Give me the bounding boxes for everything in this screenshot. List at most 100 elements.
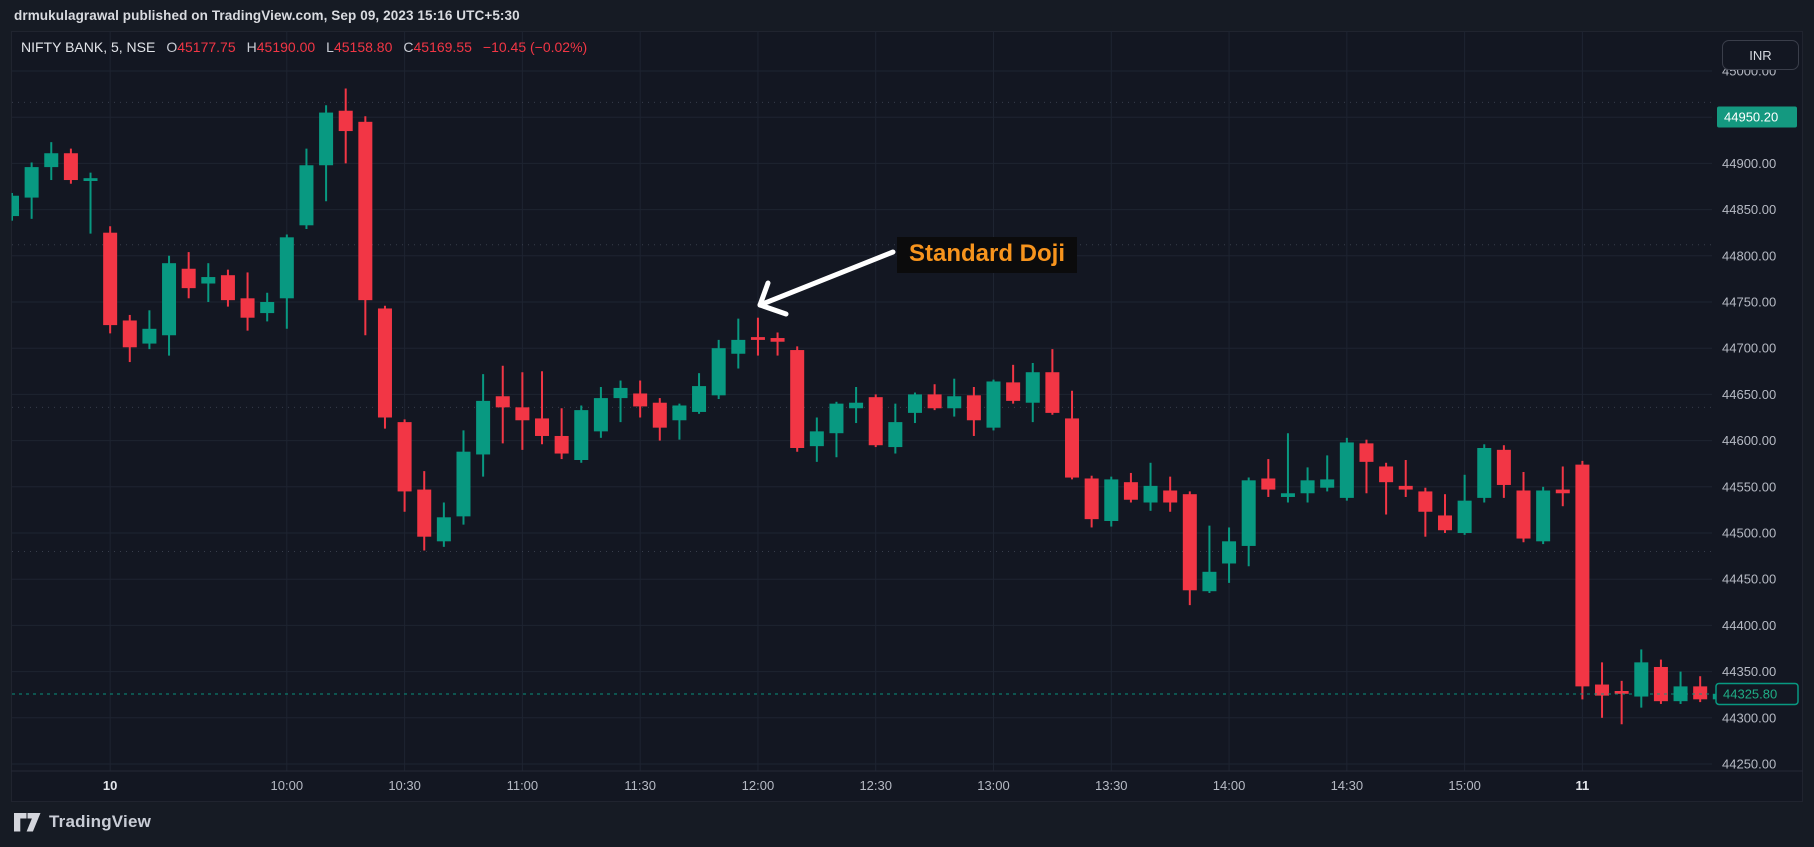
candle — [220, 269, 235, 307]
footer-brand[interactable]: TradingView — [14, 812, 151, 832]
price-axis-label: 44900.00 — [1722, 156, 1776, 171]
time-axis-label: 14:00 — [1213, 778, 1246, 793]
candle — [692, 373, 707, 414]
published-header: drmukulagrawal published on TradingView.… — [14, 8, 520, 23]
price-axis-label: 44400.00 — [1722, 618, 1776, 633]
candle — [1104, 476, 1119, 527]
annotation-arrow[interactable] — [757, 249, 896, 317]
candle — [436, 502, 451, 547]
price-axis-label: 44550.00 — [1722, 479, 1776, 494]
candle — [633, 380, 648, 418]
time-axis-label: 11:00 — [507, 778, 539, 793]
candle — [397, 419, 412, 512]
candle — [986, 379, 1001, 431]
candle — [417, 471, 432, 551]
time-axis-label: 14:30 — [1331, 778, 1364, 793]
candle — [1418, 487, 1433, 537]
legend-change: −10.45 (−0.02%) — [482, 39, 588, 55]
price-axis-label: 44850.00 — [1722, 202, 1776, 217]
time-axis-label: 12:00 — [742, 778, 775, 793]
price-axis-label: 44250.00 — [1722, 757, 1776, 772]
candle — [1025, 362, 1040, 423]
candle — [1595, 662, 1610, 718]
candle — [1477, 444, 1492, 503]
legend-open: O45177.75 — [166, 39, 236, 55]
candle — [1143, 462, 1158, 511]
candle — [672, 403, 687, 440]
candle — [711, 339, 726, 400]
candle — [338, 88, 353, 164]
candle — [1006, 364, 1021, 404]
candle — [574, 405, 589, 463]
candle — [868, 394, 883, 448]
legend-high: H45190.00 — [246, 39, 316, 55]
candle — [966, 387, 981, 436]
standard-doji-annotation[interactable]: Standard Doji — [897, 237, 1078, 273]
time-axis-label: 13:30 — [1095, 778, 1128, 793]
price-axis-label: 44800.00 — [1722, 248, 1776, 263]
candle — [1634, 649, 1649, 708]
candle — [907, 392, 922, 424]
candle — [1398, 460, 1413, 497]
candle — [750, 317, 765, 356]
candle — [1693, 676, 1708, 703]
candle — [1300, 467, 1315, 503]
candle — [849, 387, 864, 424]
candle — [1457, 474, 1472, 535]
legend-close: C45169.55 — [403, 39, 472, 55]
candle — [319, 105, 334, 202]
currency-button[interactable]: INR — [1722, 40, 1799, 70]
candle — [1536, 486, 1551, 545]
candle — [1437, 494, 1452, 533]
candle — [515, 372, 530, 450]
candle — [770, 332, 785, 356]
candle — [1241, 477, 1256, 567]
candle — [103, 226, 118, 334]
time-axis[interactable]: 10 10:00 10:30 11:00 11:30 12:00 12:30 13:00 13:… — [103, 778, 1589, 793]
candle — [1496, 445, 1511, 498]
legend-low: L45158.80 — [326, 39, 393, 55]
time-axis-label: 10:30 — [388, 778, 421, 793]
time-axis-label: 15:00 — [1448, 778, 1481, 793]
price-axis-label: 44300.00 — [1722, 710, 1776, 725]
candle — [1280, 433, 1295, 503]
candle — [1575, 460, 1590, 700]
time-axis-label: 11 — [1576, 778, 1590, 793]
candle — [181, 252, 196, 299]
candle — [240, 272, 255, 331]
candle — [1084, 475, 1099, 528]
symbol-legend[interactable]: NIFTY BANK, 5, NSE O45177.75 H45190.00 L… — [21, 39, 587, 55]
candle — [593, 387, 608, 438]
candle — [162, 255, 177, 356]
time-axis-label: 12:30 — [859, 778, 892, 793]
candle — [377, 305, 392, 429]
candle — [142, 310, 157, 350]
candle — [1673, 671, 1688, 704]
candle — [829, 401, 844, 458]
last-price-label: 44325.80 — [1715, 682, 1799, 706]
time-axis-label: 13:00 — [977, 778, 1010, 793]
candle — [1339, 437, 1354, 501]
price-axis-label: 44750.00 — [1722, 295, 1776, 310]
price-axis-label: 44650.00 — [1722, 387, 1776, 402]
candle — [279, 234, 294, 329]
price-axis[interactable]: 45000.0044900.0044850.0044800.0044750.00… — [1722, 64, 1776, 772]
candle — [613, 380, 628, 423]
candle — [927, 384, 942, 411]
symbol-title: NIFTY BANK, 5, NSE — [21, 39, 156, 55]
marked-price-label: 44950.20 — [1717, 106, 1797, 128]
brand-text: TradingView — [49, 812, 152, 831]
price-axis-label: 44500.00 — [1722, 526, 1776, 541]
candle — [1182, 491, 1197, 606]
candle — [1516, 472, 1531, 543]
candle — [790, 346, 805, 452]
svg-text:44325.80: 44325.80 — [1723, 686, 1777, 701]
candle — [476, 374, 491, 477]
grid — [12, 31, 1712, 771]
dotted-price-levels — [12, 101, 1712, 552]
candle — [83, 172, 98, 234]
candle — [122, 314, 137, 363]
candle — [44, 142, 59, 181]
price-axis-label: 44450.00 — [1722, 572, 1776, 587]
